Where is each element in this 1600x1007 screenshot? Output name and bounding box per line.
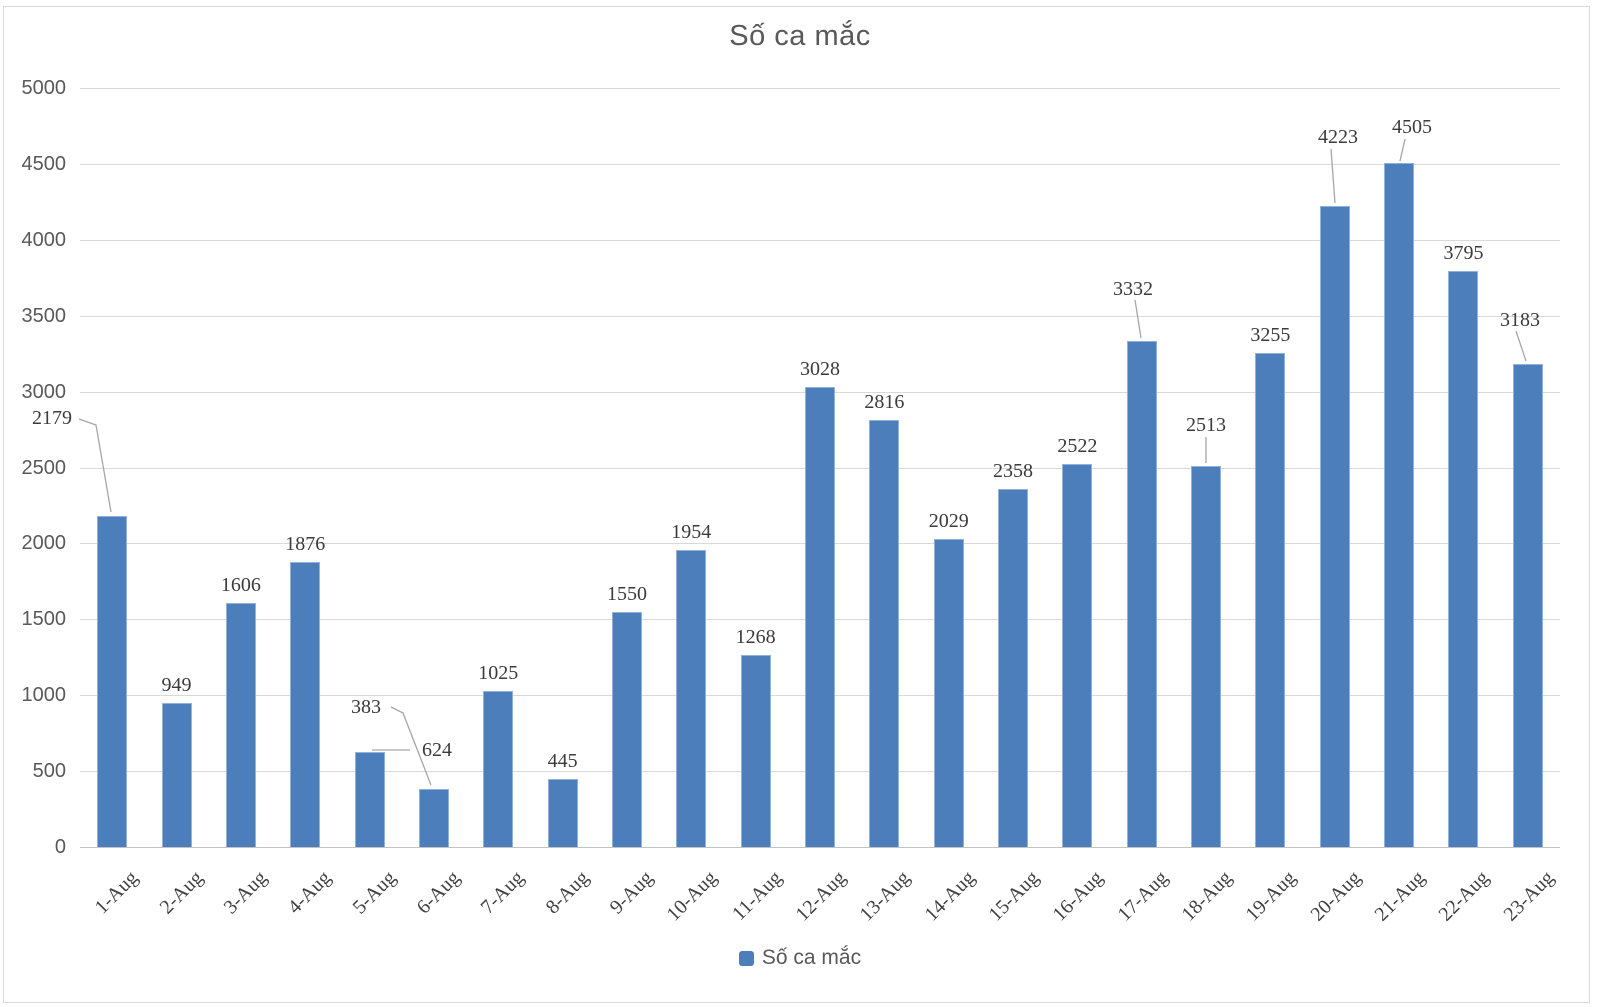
x-axis-label: 21-Aug <box>1370 866 1430 926</box>
data-label: 4505 <box>1392 116 1432 138</box>
y-axis-label: 5000 <box>21 77 67 99</box>
x-axis-line <box>80 847 1560 848</box>
chart-title: Số ca mắc <box>729 20 871 52</box>
bar-20-Aug <box>1319 205 1350 847</box>
data-label: 2522 <box>1057 435 1098 458</box>
bar-17-Aug <box>1126 341 1157 847</box>
data-label: 1268 <box>735 625 776 648</box>
x-axis-label: 19-Aug <box>1241 866 1301 926</box>
gridline <box>80 240 1560 241</box>
data-label: 4223 <box>1318 126 1358 148</box>
gridline <box>80 88 1560 89</box>
bar-10-Aug <box>676 550 707 847</box>
leader-line <box>78 418 112 513</box>
data-label: 2029 <box>928 509 969 532</box>
x-axis-label: 8-Aug <box>541 866 593 919</box>
x-axis-label: 12-Aug <box>791 866 851 926</box>
data-label: 2179 <box>32 407 72 429</box>
bar-6-Aug <box>418 788 449 847</box>
data-label: 624 <box>422 739 452 761</box>
data-label: 3332 <box>1113 278 1153 300</box>
x-axis-label: 20-Aug <box>1306 866 1366 926</box>
x-axis-label: 22-Aug <box>1434 866 1494 926</box>
x-axis-label: 10-Aug <box>662 866 722 926</box>
data-label: 949 <box>161 673 192 696</box>
data-label: 3028 <box>800 358 840 381</box>
y-axis-label: 1000 <box>21 684 67 706</box>
data-label: 1954 <box>671 521 712 544</box>
leader-line <box>1330 148 1336 204</box>
gridline <box>80 164 1560 165</box>
legend-series-label: Số ca mắc <box>761 946 862 969</box>
y-axis-label: 4500 <box>21 153 67 175</box>
x-axis-label: 1-Aug <box>90 866 143 919</box>
x-axis-label: 7-Aug <box>476 866 529 919</box>
bar-8-Aug <box>547 779 578 847</box>
x-axis-label: 14-Aug <box>920 866 979 926</box>
leader-line <box>1134 299 1142 339</box>
data-label: 3795 <box>1443 241 1484 264</box>
y-axis-label: 2500 <box>21 457 67 479</box>
bar-3-Aug <box>225 603 256 847</box>
data-label: 1550 <box>606 582 647 605</box>
data-label: 2816 <box>864 390 905 413</box>
bar-22-Aug <box>1448 270 1479 847</box>
data-label: 3255 <box>1250 323 1291 346</box>
bar-18-Aug <box>1191 465 1222 847</box>
x-axis-label: 11-Aug <box>727 866 786 925</box>
legend: Số ca mắc <box>0 946 1600 970</box>
data-label: 1606 <box>220 574 261 597</box>
bar-9-Aug <box>611 611 642 847</box>
bar-14-Aug <box>933 538 964 847</box>
x-axis-label: 9-Aug <box>605 866 658 919</box>
bar-12-Aug <box>805 387 835 847</box>
x-axis-label: 15-Aug <box>984 866 1044 926</box>
bar-23-Aug <box>1512 363 1543 847</box>
y-axis-label: 1500 <box>21 608 67 630</box>
x-axis-label: 4-Aug <box>283 866 336 919</box>
y-axis-label: 3500 <box>21 305 67 327</box>
bar-15-Aug <box>998 489 1029 847</box>
y-axis-label: 2000 <box>21 532 67 554</box>
bar-5-Aug <box>354 752 385 847</box>
y-axis-label: 4000 <box>21 229 67 251</box>
y-axis-label: 0 <box>54 836 66 858</box>
x-axis-label: 23-Aug <box>1499 866 1559 926</box>
y-axis-label: 3000 <box>21 381 67 403</box>
legend-color-swatch <box>738 950 754 966</box>
data-label: 2513 <box>1186 414 1226 436</box>
bar-19-Aug <box>1255 352 1286 847</box>
x-axis-label: 5-Aug <box>348 866 400 919</box>
bar-11-Aug <box>740 654 771 847</box>
bar-21-Aug <box>1384 163 1415 847</box>
x-axis-label: 16-Aug <box>1048 866 1108 926</box>
bar-2-Aug <box>161 702 192 847</box>
data-label: 383 <box>351 696 381 718</box>
data-label: 1876 <box>285 533 326 556</box>
bar-4-Aug <box>290 562 321 847</box>
bar-1-Aug <box>97 516 128 847</box>
leader-line <box>1515 330 1527 362</box>
x-axis-label: 2-Aug <box>155 866 207 919</box>
data-label: 1025 <box>478 662 519 685</box>
bar-13-Aug <box>869 419 900 847</box>
x-axis-label: 17-Aug <box>1113 866 1172 926</box>
data-label: 2358 <box>993 460 1034 483</box>
chart-area-border <box>3 6 1590 1003</box>
bar-7-Aug <box>483 691 514 847</box>
x-axis-label: 6-Aug <box>412 866 465 919</box>
x-axis-label: 3-Aug <box>219 866 272 919</box>
x-axis-label: 13-Aug <box>855 866 915 926</box>
bar-16-Aug <box>1062 464 1093 847</box>
data-label: 3183 <box>1500 309 1540 331</box>
y-axis-label: 500 <box>32 760 66 782</box>
data-label: 445 <box>547 750 578 773</box>
gridline <box>80 316 1560 317</box>
x-axis-label: 18-Aug <box>1177 866 1237 926</box>
